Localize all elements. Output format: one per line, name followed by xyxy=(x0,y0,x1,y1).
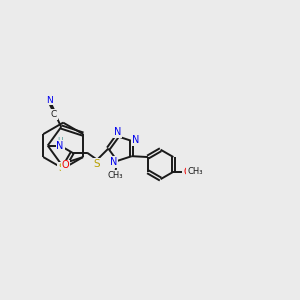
Text: S: S xyxy=(58,163,65,173)
Text: N: N xyxy=(114,128,121,137)
Text: N: N xyxy=(110,157,117,167)
Text: O: O xyxy=(61,160,69,170)
Text: CH₃: CH₃ xyxy=(187,167,202,176)
Text: CH₃: CH₃ xyxy=(108,171,123,180)
Text: S: S xyxy=(94,159,101,169)
Text: N: N xyxy=(132,135,140,145)
Text: C: C xyxy=(51,110,57,119)
Text: H: H xyxy=(57,137,63,146)
Text: O: O xyxy=(184,167,191,177)
Text: N: N xyxy=(46,95,53,104)
Text: N: N xyxy=(56,141,64,151)
